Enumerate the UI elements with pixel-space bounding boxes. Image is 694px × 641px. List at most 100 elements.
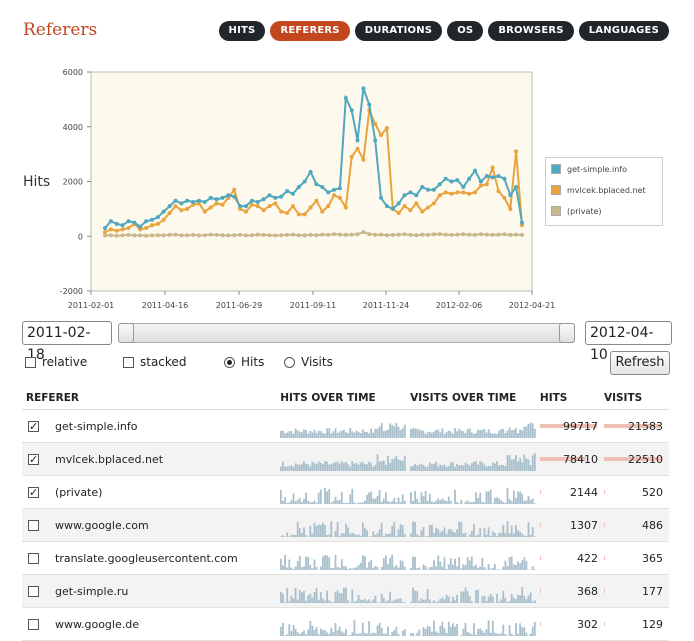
sparkline-bar (381, 628, 383, 636)
sparkline-bar (528, 424, 530, 438)
sparkline-bar (337, 433, 339, 438)
sparkline-bar (301, 533, 303, 537)
legend-item-mvlcek[interactable]: mvlcek.bplaced.net (551, 185, 646, 195)
stacked-checkbox[interactable] (123, 357, 134, 368)
sparkline-bar (324, 434, 326, 438)
sparkline-bar (439, 532, 441, 537)
stacked-option[interactable]: stacked (123, 355, 186, 369)
row-checkbox[interactable] (28, 520, 39, 531)
sparkline-bar (460, 568, 462, 570)
data-point (209, 196, 213, 200)
sparkline-bar (291, 500, 293, 504)
sparkline-bar (293, 569, 295, 570)
sparkline-bar (517, 433, 519, 438)
sparkline-bar (398, 459, 400, 471)
hits-cell: 78410 (540, 443, 604, 476)
refresh-button[interactable]: Refresh (610, 351, 670, 375)
row-checkbox[interactable] (28, 619, 39, 630)
sparkline-bar (492, 463, 494, 471)
sparkline-bar (343, 503, 345, 504)
sparkline-bar (387, 456, 389, 471)
sparkline-bar (345, 432, 347, 438)
slider-start-handle[interactable] (118, 323, 134, 343)
sparkline-bar (450, 602, 452, 603)
row-checkbox[interactable] (28, 586, 39, 597)
date-range-slider[interactable] (118, 323, 575, 343)
sparkline-bar (295, 588, 297, 603)
sparkline-bar (532, 566, 534, 570)
sparkline-bar (507, 488, 509, 504)
col-hits-over-time[interactable]: HITS OVER TIME (280, 387, 410, 410)
sparkline-bar (383, 536, 385, 537)
sparkline-bar (423, 527, 425, 537)
data-point (403, 193, 407, 197)
col-visits[interactable]: VISITS (604, 387, 669, 410)
sparkline-bar (437, 601, 439, 603)
data-point (273, 196, 277, 200)
legend-item-get-simple[interactable]: get-simple.info (551, 164, 627, 174)
start-date-field[interactable]: 2011-02-18 (22, 321, 112, 345)
row-checkbox[interactable]: ✓ (28, 421, 39, 432)
sparkline-bar (463, 431, 465, 438)
sparkline-bar (429, 567, 431, 570)
data-point (403, 204, 407, 208)
sparkline-bar (305, 464, 307, 471)
sparkline-bar (301, 567, 303, 570)
sparkline-bar (425, 629, 427, 636)
sparkline-bar (444, 599, 446, 603)
sparkline-bar (477, 590, 479, 603)
sparkline-bar (448, 622, 450, 636)
end-date-field[interactable]: 2012-04-10 (585, 321, 672, 345)
sparkline-bar (312, 502, 314, 504)
hits-cell: 422 (540, 542, 604, 575)
slider-end-handle[interactable] (559, 323, 575, 343)
visits-radio[interactable] (284, 357, 295, 368)
sparkline-bar (366, 530, 368, 537)
row-checkbox[interactable]: ✓ (28, 454, 39, 465)
hits-sparkline-cell (280, 575, 410, 608)
sparkline-bar (488, 620, 490, 636)
legend-item-private[interactable]: (private) (551, 206, 602, 216)
data-point (502, 196, 506, 200)
sparkline-bar (427, 467, 429, 471)
relative-checkbox[interactable] (25, 357, 36, 368)
sparkline-bar (385, 465, 387, 471)
row-checkbox[interactable] (28, 553, 39, 564)
col-hits[interactable]: HITS (540, 387, 604, 410)
sparkline-bar (362, 600, 364, 603)
hits-radio[interactable] (224, 357, 235, 368)
sparkline-bar (310, 621, 312, 636)
sparkline-bar (467, 632, 469, 636)
col-visits-over-time[interactable]: VISITS OVER TIME (410, 387, 540, 410)
hits-sparkline (280, 546, 406, 570)
col-referer[interactable]: REFERER (22, 387, 280, 410)
sparkline-bar (364, 556, 366, 570)
hits-option[interactable]: Hits (224, 355, 264, 369)
visits-option[interactable]: Visits (284, 355, 333, 369)
sparkline-bar (322, 433, 324, 438)
data-point (467, 233, 471, 237)
sparkline-bar (427, 501, 429, 504)
sparkline-bar (427, 589, 429, 603)
data-point (344, 96, 348, 100)
sparkline-bar (498, 499, 500, 504)
sparkline-bar (526, 459, 528, 471)
relative-option[interactable]: relative (25, 355, 87, 369)
row-checkbox[interactable]: ✓ (28, 487, 39, 498)
sparkline-bar (513, 430, 515, 438)
sparkline-bar (475, 461, 477, 471)
data-point (450, 180, 454, 184)
sparkline-bar (339, 536, 341, 537)
sparkline-bar (394, 426, 396, 438)
data-point (361, 230, 365, 234)
sparkline-bar (488, 527, 490, 537)
sparkline-bar (513, 491, 515, 504)
data-point (203, 210, 207, 214)
